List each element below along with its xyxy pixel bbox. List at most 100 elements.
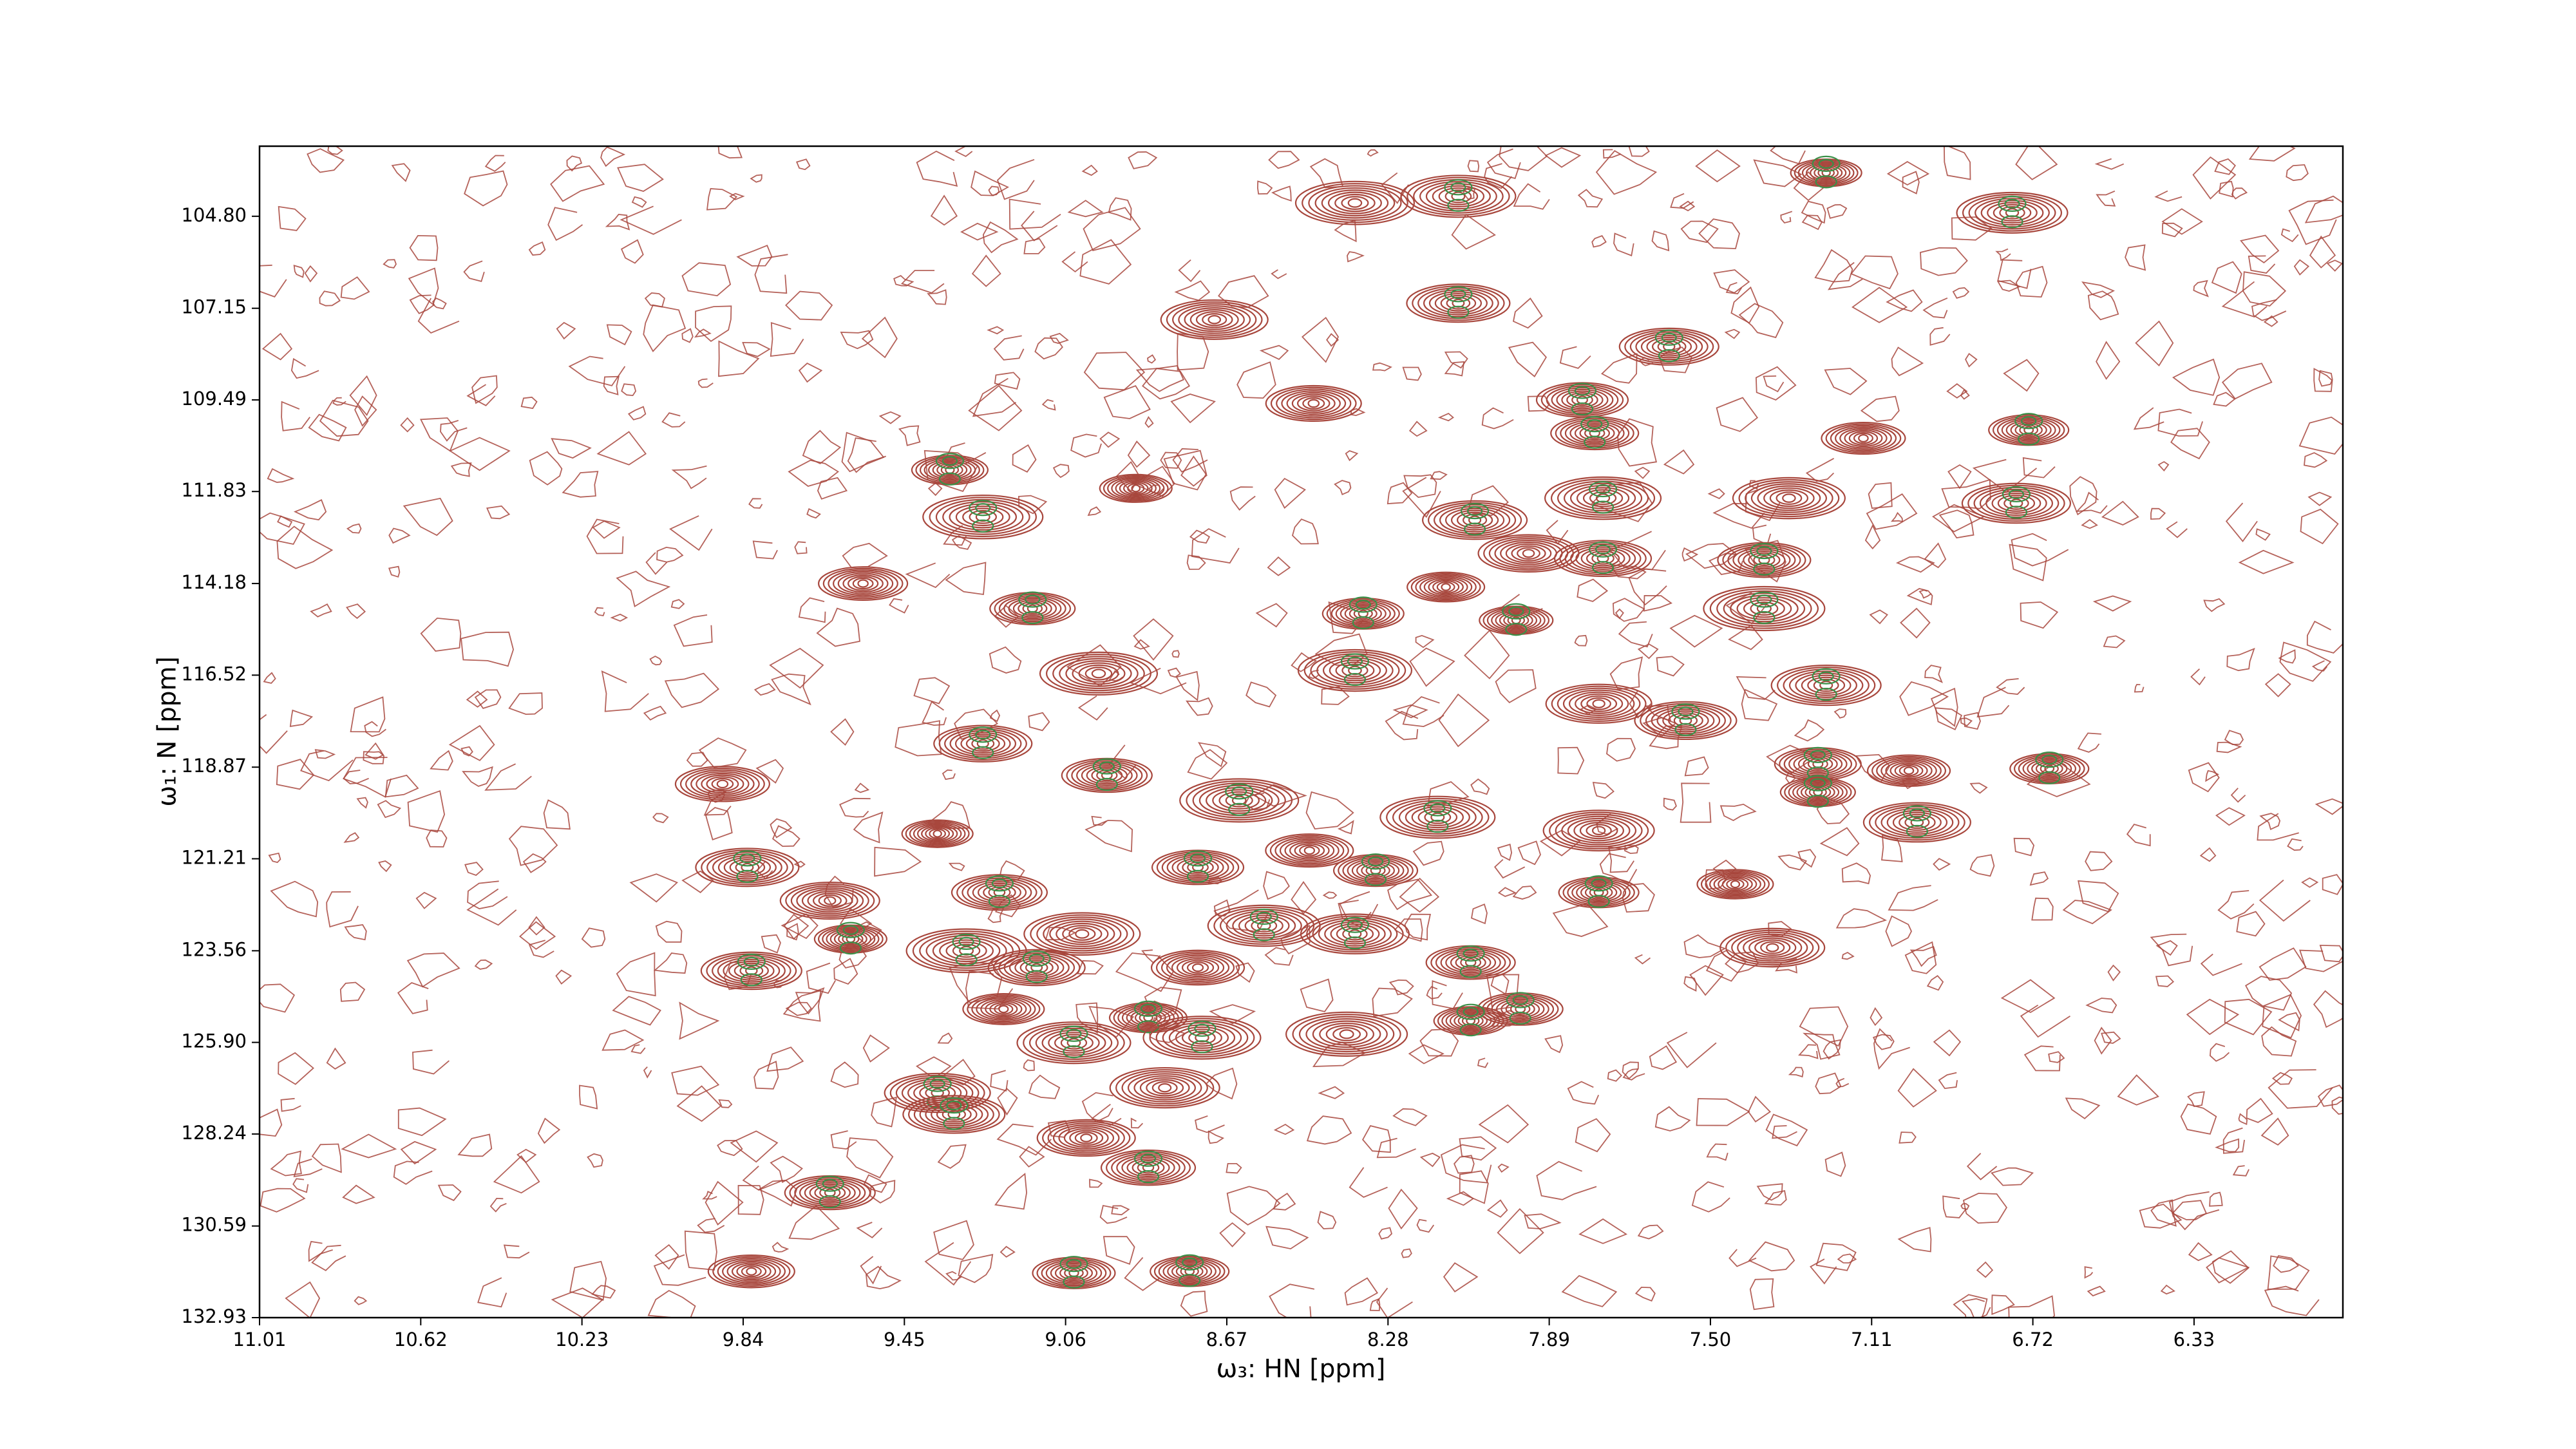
peak-contour [1155,951,1240,984]
peak-contour [1281,390,1347,417]
noise [878,411,902,424]
peak-contour [1308,185,1402,221]
peak-contour [1091,668,1106,679]
peak-contour [1335,661,1375,679]
negative-contour [1349,596,1378,613]
noise [1991,1294,2015,1316]
peak-contour [1189,309,1239,330]
peak-contour [980,999,1027,1019]
peak [1866,754,1951,787]
noise [617,164,664,192]
peak-contour [1160,952,1235,983]
noise [508,826,558,866]
peak-contour [1858,434,1869,443]
noise [1195,1115,1225,1133]
noise [364,721,386,737]
negative-contour [1456,945,1485,962]
peak [1421,500,1528,540]
noise [1517,840,1541,866]
noise [1918,589,1932,599]
peak-contour [717,855,777,880]
noise [384,774,419,798]
noise [1376,1287,1413,1318]
peak-contour [1052,1124,1120,1151]
peak-contour [1344,605,1382,623]
noise [2263,315,2278,327]
peak-contour [1116,1154,1180,1181]
negative-contour [1803,746,1832,763]
noise [1976,687,2010,718]
negative-contour [1909,808,1925,819]
peak-contour [1133,1075,1197,1101]
noise [1099,431,1121,448]
peak-contour [1640,335,1698,359]
peak-contour [1244,916,1283,935]
y-tick-label: 125.90 [182,1030,247,1052]
noise [982,221,1019,254]
peak [1150,1254,1230,1287]
peak-contour [1551,685,1647,722]
noise [1629,690,1652,719]
noise [996,1123,1052,1156]
noise [922,701,947,726]
peak-contour [1748,937,1797,958]
peak [987,949,1086,987]
noise [1904,941,1937,974]
peak-contour [1421,500,1528,540]
negative-contour [2018,432,2040,446]
peak-contour [1019,960,1054,976]
noise [1075,1002,1099,1034]
negative-contour [991,878,1008,889]
peak-contour [1274,837,1345,865]
peak-contour [1450,509,1499,531]
noise [391,163,411,182]
noise [508,692,543,715]
peak-contour [1361,863,1390,878]
peak-contour [1956,191,2069,234]
noise [996,158,1035,200]
noise [520,396,538,410]
negative-contour [2035,752,2064,768]
noise [2077,732,2101,753]
noise [898,425,921,446]
negative-contour [1463,1007,1479,1017]
peak-contour [1813,678,1839,692]
peak-contour [1016,1021,1132,1065]
peak-contour [1713,875,1757,894]
peak [1108,1000,1188,1034]
negative-contour [958,936,974,947]
noise [1087,506,1102,516]
peak-contour [1892,811,1942,833]
noise [430,750,453,771]
peak-contour [1188,1030,1216,1045]
peak-contour [1119,480,1153,497]
noise [400,417,415,433]
noise [1728,1249,1757,1267]
peak-contour [818,566,909,601]
negative-contour [1753,562,1776,576]
noise [1142,368,1191,400]
noise [1947,464,1972,489]
peak-contour [1331,600,1396,627]
peak-contour [1041,1029,1106,1056]
peak-contour [929,497,1037,538]
negative-contour [923,1075,952,1092]
negative-contour [1678,706,1694,717]
noise [1430,471,1448,480]
peak [1160,299,1269,340]
noise [596,431,647,466]
peak-contour [902,1095,1006,1134]
peak-contour [1551,387,1614,413]
noise [2331,1096,2343,1115]
peak-contour [1432,185,1485,207]
peak-contour [1066,1037,1081,1048]
noise [457,1133,493,1157]
noise [806,507,821,519]
noise [1133,618,1174,661]
noise [397,981,429,1014]
noise [2248,146,2296,162]
noise [2313,368,2333,392]
noise [2200,953,2242,976]
noise [293,499,327,521]
noise [2015,265,2048,298]
